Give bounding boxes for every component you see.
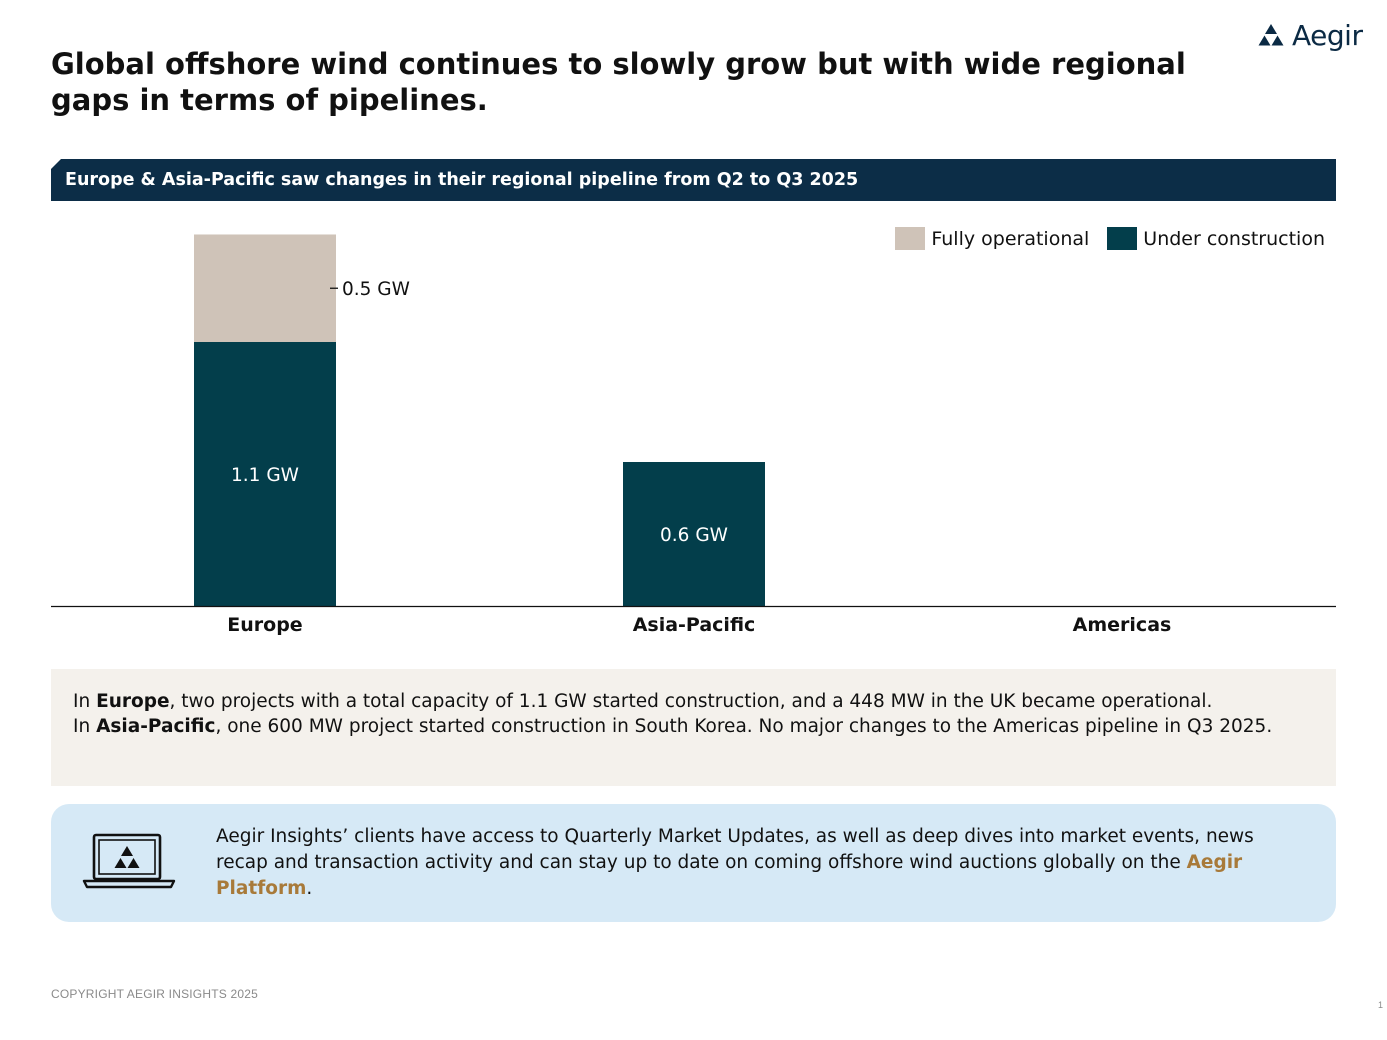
x-tick-label-americas: Americas bbox=[1073, 614, 1172, 636]
aegir-platform-link[interactable]: Aegir Platform bbox=[216, 852, 1243, 899]
legend-label-under-construction: Under construction bbox=[1143, 227, 1325, 250]
legend-swatch-fully-operational bbox=[895, 227, 926, 250]
banner-text: Europe & Asia-Pacific saw changes in the… bbox=[65, 170, 859, 190]
legend-item-under-construction: Under construction bbox=[1107, 227, 1325, 250]
data-label-europe-under-construction: 1.1 GW bbox=[231, 465, 299, 486]
legend-item-fully-operational: Fully operational bbox=[895, 227, 1089, 250]
legend-swatch-under-construction bbox=[1107, 227, 1138, 250]
bar-asia-pacific-under-construction bbox=[623, 462, 765, 606]
note-europe: In Europe, two projects with a total cap… bbox=[73, 691, 1213, 712]
data-label-asia-pacific-under-construction: 0.6 GW bbox=[660, 525, 728, 546]
page-number: 1 bbox=[1378, 1000, 1384, 1010]
x-tick-label-asia-pacific: Asia-Pacific bbox=[633, 614, 756, 636]
aegir-logo-icon bbox=[1258, 24, 1284, 46]
legend-label-fully-operational: Fully operational bbox=[931, 227, 1090, 250]
note-europe-bold: Europe bbox=[96, 691, 170, 712]
x-tick-label-europe: Europe bbox=[227, 614, 302, 636]
logo-text: Aegir bbox=[1292, 18, 1363, 52]
laptop-icon bbox=[82, 833, 176, 889]
chart-area: 1.1 GW 0.5 GW Europe 0.6 GW Asia-Pacific Amer… bbox=[51, 227, 1336, 636]
promo-text: Aegir Insights’ clients have access to Q… bbox=[216, 826, 1254, 899]
chart-legend: Fully operational Under construction bbox=[895, 227, 1325, 250]
platform-promo: Aegir Insights’ clients have access to Q… bbox=[51, 804, 1336, 922]
summary-note: In Europe, two projects with a total cap… bbox=[51, 669, 1336, 786]
pipeline-bar-chart: 1.1 GW 0.5 GW Europe 0.6 GW Asia-Pacific Amer… bbox=[51, 234, 1336, 636]
page-title: Global offshore wind continues to slowly… bbox=[51, 47, 1186, 117]
data-label-europe-fully-operational: 0.5 GW bbox=[342, 279, 410, 300]
bar-europe-fully-operational bbox=[194, 234, 336, 342]
chart-banner: Europe & Asia-Pacific saw changes in the… bbox=[51, 159, 1336, 201]
note-asia-pacific-bold: Asia-Pacific bbox=[96, 716, 216, 737]
copyright: COPYRIGHT AEGIR INSIGHTS 2025 bbox=[51, 987, 258, 1001]
bar-europe-under-construction bbox=[194, 342, 336, 606]
brand-logo: Aegir bbox=[1258, 18, 1363, 52]
note-asia-pacific: In Asia-Pacific, one 600 MW project star… bbox=[73, 716, 1273, 737]
